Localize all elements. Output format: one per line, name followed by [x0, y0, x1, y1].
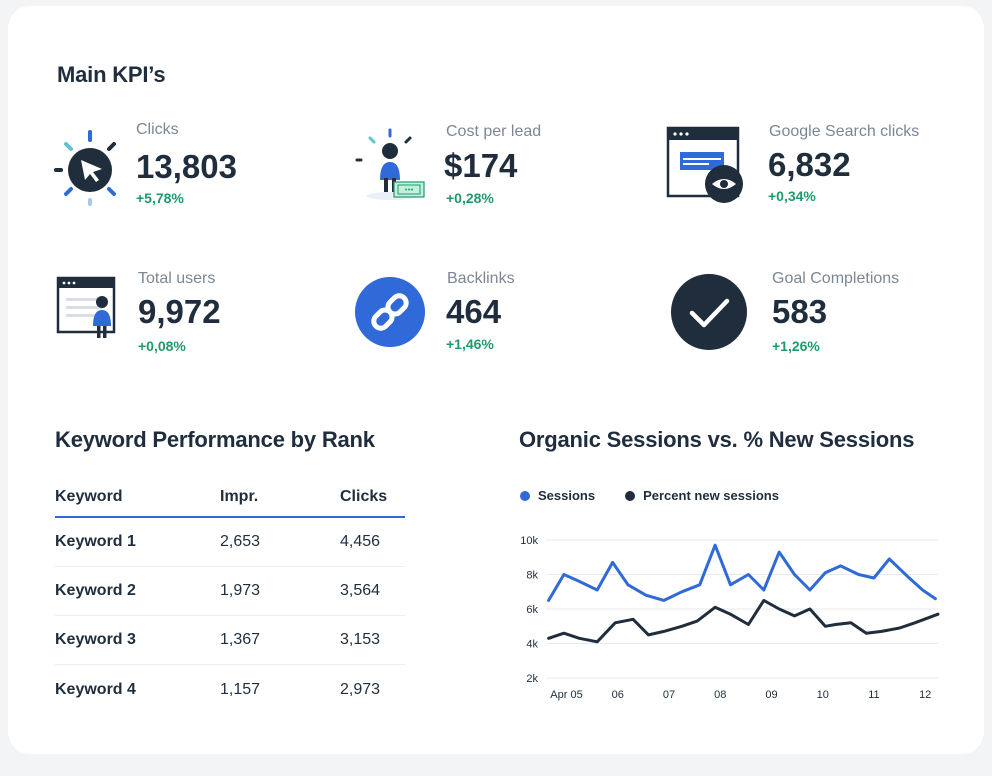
keyword-section-title: Keyword Performance by Rank [55, 427, 375, 452]
kpi-label: Total users [138, 270, 216, 287]
cell-clicks: 4,456 [340, 533, 381, 550]
table-row: Keyword 4 1,157 2,973 [55, 665, 405, 714]
cell-keyword: Keyword 1 [55, 533, 136, 550]
kpi-value: 6,832 [768, 146, 851, 183]
kpi-backlinks: Backlinks 464 +1,46% [352, 266, 652, 366]
y-tick-label: 8k [526, 570, 538, 582]
cell-clicks: 3,564 [340, 582, 381, 599]
kpi-delta: +0,28% [446, 190, 494, 206]
series-line-percent-new-sessions [547, 598, 940, 644]
cell-keyword: Keyword 3 [55, 631, 136, 648]
browser-eye-icon [666, 118, 744, 203]
x-tick-label: 11 [868, 689, 879, 701]
keyword-table: Keyword Impr. Clicks Keyword 1 2,653 4,4… [55, 478, 405, 714]
person-money-icon [352, 118, 430, 202]
cell-impressions: 1,367 [220, 631, 261, 648]
x-tick-label: 07 [663, 689, 675, 701]
browser-user-icon [52, 266, 130, 350]
x-tick-label: 10 [817, 689, 829, 701]
x-tick-label: 12 [919, 689, 931, 701]
cursor-click-icon [52, 118, 130, 206]
kpi-label: Clicks [136, 121, 179, 138]
kpi-value: 464 [446, 293, 502, 330]
column-header-keyword: Keyword [55, 488, 123, 505]
kpi-delta: +0,34% [768, 188, 816, 204]
x-tick-label: Apr 05 [550, 689, 582, 701]
table-header: Keyword Impr. Clicks [55, 478, 405, 518]
kpi-cost-per-lead: Cost per lead $174 +0,28% [352, 118, 652, 218]
cell-impressions: 1,973 [220, 582, 261, 599]
y-tick-label: 10k [520, 535, 538, 547]
table-row: Keyword 1 2,653 4,456 [55, 518, 405, 567]
x-tick-label: 06 [612, 689, 624, 701]
series-line-sessions [547, 543, 937, 602]
cell-clicks: 2,973 [340, 680, 381, 698]
kpi-total-users: Total users 9,972 +0,08% [52, 266, 352, 366]
cell-impressions: 1,157 [220, 680, 261, 698]
kpi-delta: +5,78% [136, 190, 184, 206]
legend-label: Percent new sessions [643, 488, 779, 503]
x-tick-label: 08 [714, 689, 726, 701]
column-header-clicks: Clicks [340, 488, 388, 505]
link-icon [352, 266, 430, 350]
chart-legend: Sessions Percent new sessions [520, 488, 809, 503]
legend-swatch-percent-new [625, 490, 636, 501]
kpi-delta: +1,26% [772, 338, 820, 354]
column-header-impressions: Impr. [220, 488, 259, 505]
cell-keyword: Keyword 4 [55, 680, 136, 698]
kpi-section-title: Main KPI’s [57, 62, 166, 87]
y-tick-label: 2k [526, 673, 538, 685]
chart-section-title: Organic Sessions vs. % New Sessions [519, 427, 915, 452]
kpi-label: Backlinks [447, 270, 515, 287]
sessions-line-chart: 10k 8k 6k 4k 2k Apr 05 06 07 08 09 10 11 12 [520, 535, 940, 701]
legend-item-percent-new-sessions[interactable]: Percent new sessions [625, 488, 779, 503]
checkmark-icon [670, 266, 748, 350]
y-tick-label: 6k [526, 604, 538, 616]
kpi-value: 13,803 [136, 148, 237, 185]
legend-item-sessions[interactable]: Sessions [520, 488, 595, 503]
legend-label: Sessions [538, 488, 596, 503]
dashboard-card [8, 6, 984, 754]
y-tick-label: 4k [526, 639, 538, 651]
kpi-clicks: Clicks 13,803 +5,78% [52, 118, 352, 218]
kpi-value: 9,972 [138, 293, 221, 330]
kpi-value: $174 [444, 147, 518, 184]
kpi-label: Goal Completions [772, 270, 900, 287]
table-row: Keyword 3 1,367 3,153 [55, 616, 405, 665]
cell-impressions: 2,653 [220, 533, 261, 550]
kpi-value: 583 [772, 293, 828, 330]
kpi-goal-completions: Goal Completions 583 +1,26% [670, 266, 970, 366]
x-tick-label: 09 [765, 689, 777, 701]
legend-swatch-sessions [520, 490, 530, 501]
kpi-google-search-clicks: Google Search clicks 6,832 +0,34% [666, 118, 966, 218]
cell-clicks: 3,153 [340, 631, 381, 648]
kpi-label: Google Search clicks [769, 123, 920, 140]
kpi-delta: +1,46% [446, 336, 494, 352]
kpi-label: Cost per lead [446, 123, 542, 140]
table-row: Keyword 2 1,973 3,564 [55, 567, 405, 616]
cell-keyword: Keyword 2 [55, 582, 136, 599]
kpi-delta: +0,08% [138, 338, 186, 354]
